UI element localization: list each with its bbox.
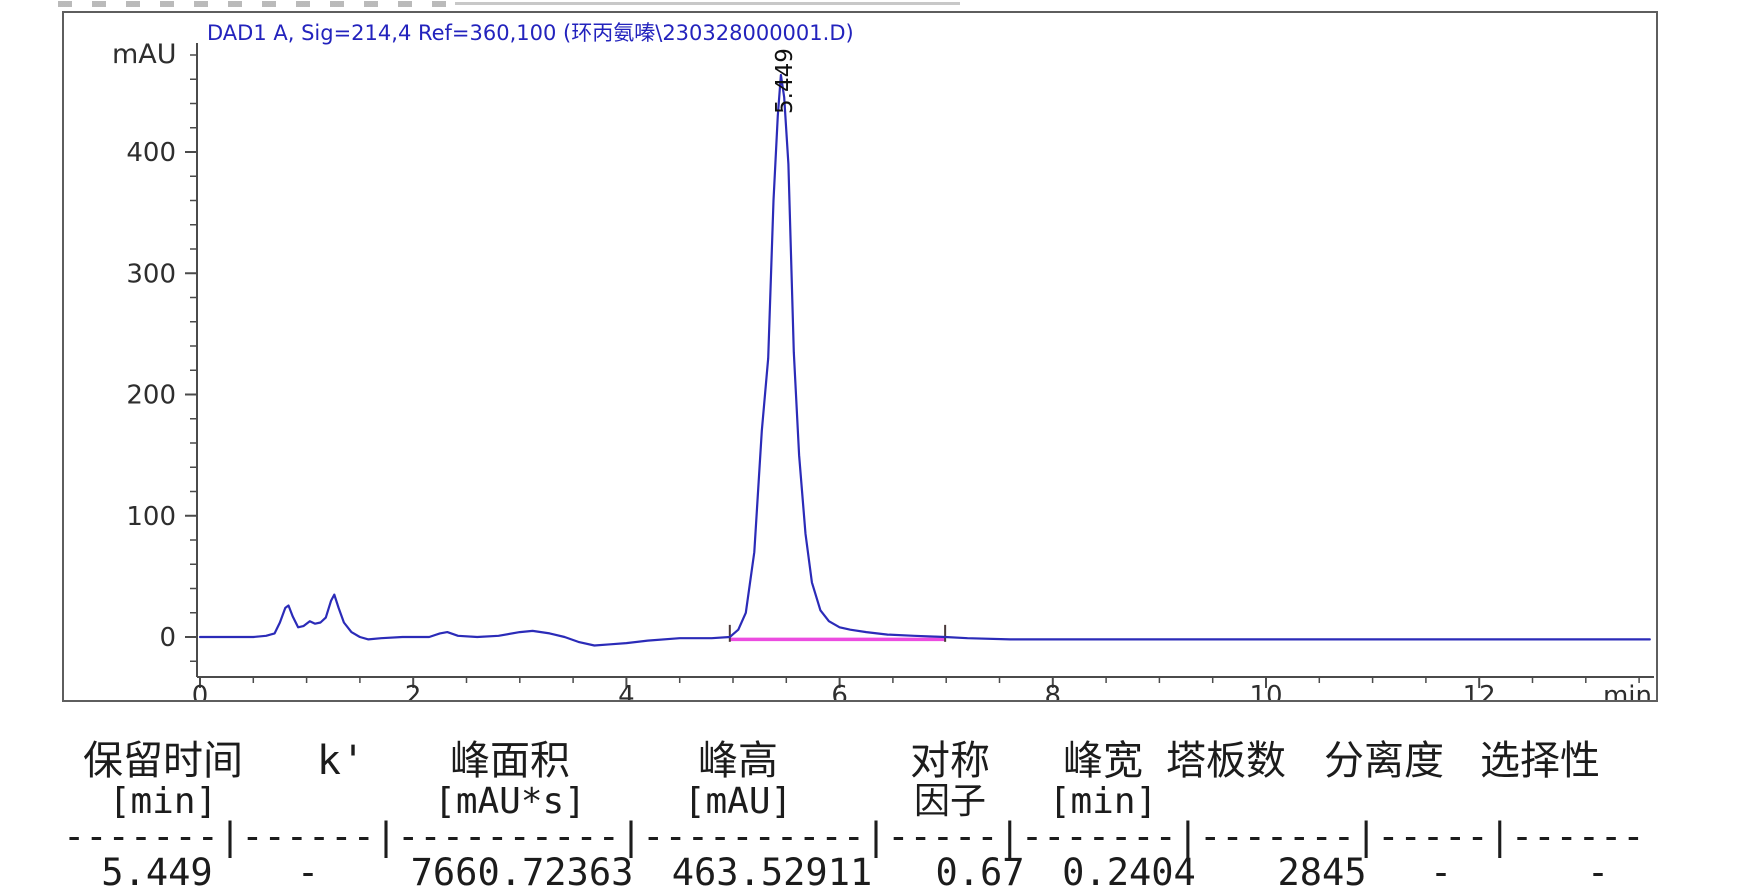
svg-text:100: 100 — [126, 502, 176, 532]
svg-text:400: 400 — [126, 138, 176, 168]
header-unit: 因子 — [913, 781, 986, 822]
cropped-artifact-marks — [58, 1, 454, 7]
header-title: 塔板数 — [1166, 738, 1286, 784]
chromatogram-plot: DAD1 A, Sig=214,4 Ref=360,100 (环丙氨嗪\2303… — [62, 11, 1658, 702]
header-title: 峰宽 — [1063, 738, 1143, 784]
cell-selectivity: - — [1586, 851, 1610, 894]
cell-resolution: - — [1429, 851, 1453, 894]
header-title: 分离度 — [1324, 738, 1444, 784]
table-header-peak-area: 峰面积 [mAU*s] — [434, 740, 586, 822]
cell-peak-height: 463.52911 — [671, 851, 873, 894]
cell-peak-width: 0.2404 — [1062, 851, 1196, 894]
cell-symmetry-factor: 0.67 — [935, 851, 1025, 894]
table-header-peak-height: 峰高 [mAU] — [684, 740, 792, 822]
header-title: 选择性 — [1480, 738, 1600, 784]
header-unit: [mAU*s] — [434, 781, 586, 822]
svg-text:200: 200 — [126, 381, 176, 411]
cropped-artifact-line — [455, 2, 960, 5]
svg-text:8: 8 — [1045, 681, 1062, 700]
header-unit: [min] — [108, 781, 218, 822]
table-separator: -------|------|----------|----------|---… — [63, 815, 1645, 858]
header-title: 对称 — [910, 738, 990, 784]
cell-peak-area: 7660.72363 — [410, 851, 634, 894]
header-unit: [min] — [1048, 781, 1158, 822]
chromatogram-svg: 0 100 200 300 400 0 2 4 6 8 10 12 min mAU 5.449 — [112, 39, 1654, 700]
cell-plate-count: 2845 — [1277, 851, 1367, 894]
table-header-k-prime: k' — [317, 740, 365, 782]
svg-text:300: 300 — [126, 259, 176, 289]
svg-text:mAU: mAU — [112, 39, 177, 70]
cell-k-prime: - — [296, 851, 320, 894]
header-title: k' — [316, 738, 366, 784]
table-header-resolution: 分离度 — [1324, 740, 1444, 782]
header-title: 保留时间 — [83, 738, 243, 784]
header-unit: [mAU] — [683, 781, 793, 822]
header-title: 峰高 — [698, 738, 778, 784]
table-header-peak-width: 峰宽 [min] — [1049, 740, 1157, 822]
signal-title: DAD1 A, Sig=214,4 Ref=360,100 (环丙氨嗪\2303… — [207, 21, 854, 45]
svg-text:min: min — [1603, 681, 1652, 700]
svg-text:10: 10 — [1249, 681, 1282, 700]
svg-text:2: 2 — [405, 681, 422, 700]
table-header-plate-count: 塔板数 — [1166, 740, 1286, 782]
cell-retention-time: 5.449 — [101, 851, 213, 894]
table-header-symmetry-factor: 对称 因子 — [910, 740, 990, 822]
svg-text:6: 6 — [831, 681, 848, 700]
table-header-retention-time: 保留时间 [min] — [83, 740, 243, 822]
table-header-selectivity: 选择性 — [1480, 740, 1600, 782]
svg-text:0: 0 — [159, 623, 176, 653]
svg-text:0: 0 — [192, 681, 209, 700]
svg-text:12: 12 — [1463, 681, 1496, 700]
header-title: 峰面积 — [450, 738, 570, 784]
svg-text:5.449: 5.449 — [772, 48, 798, 114]
svg-text:4: 4 — [618, 681, 635, 700]
